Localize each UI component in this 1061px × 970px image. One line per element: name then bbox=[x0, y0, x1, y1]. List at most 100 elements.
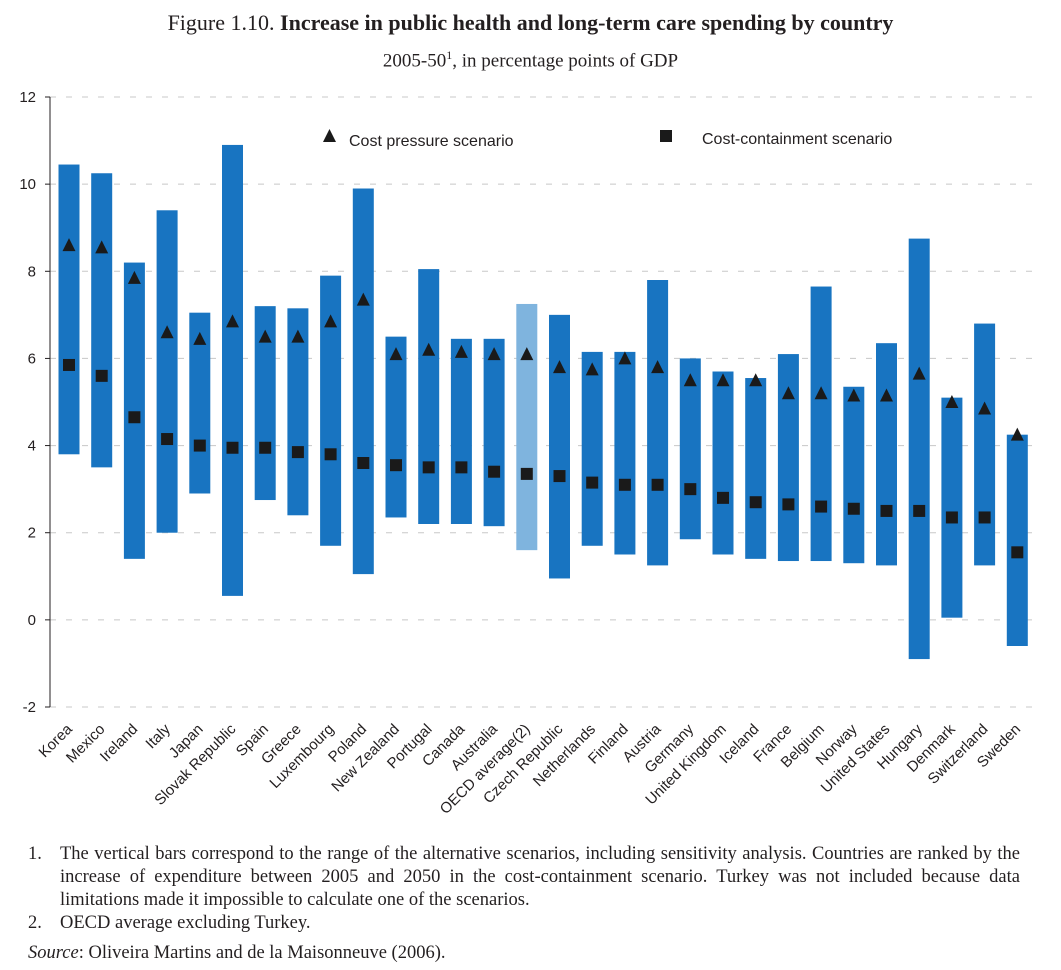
subtitle-footnote-ref: 1 bbox=[446, 48, 453, 62]
cost-pressure-marker bbox=[716, 373, 730, 387]
range-bar bbox=[58, 164, 80, 455]
range-bar bbox=[450, 338, 472, 524]
range-bar bbox=[1006, 434, 1028, 646]
range-bar bbox=[352, 188, 374, 575]
cost-containment-marker bbox=[324, 448, 337, 461]
footnotes: 1. The vertical bars correspond to the r… bbox=[28, 843, 1020, 935]
footnote-number: 2. bbox=[28, 913, 42, 933]
subtitle-rest: , in percentage points of GDP bbox=[452, 50, 679, 72]
range-bar bbox=[91, 173, 113, 468]
cost-pressure-marker bbox=[781, 386, 795, 400]
cost-containment-marker bbox=[618, 478, 631, 491]
cost-pressure-marker bbox=[454, 344, 468, 358]
cost-containment-marker bbox=[913, 504, 926, 517]
y-tick-label: -2 bbox=[23, 699, 36, 716]
range-bar bbox=[876, 343, 897, 566]
cost-containment-marker bbox=[128, 411, 141, 424]
cost-containment-marker bbox=[684, 483, 697, 496]
cost-containment-marker bbox=[520, 467, 533, 480]
y-tick-label: 10 bbox=[19, 176, 36, 193]
cost-containment-marker bbox=[945, 511, 958, 524]
x-category-label: Ireland bbox=[97, 721, 141, 765]
range-bar bbox=[156, 210, 178, 533]
cost-pressure-marker bbox=[127, 270, 141, 284]
cost-containment-marker bbox=[422, 461, 435, 474]
range-bar bbox=[810, 286, 832, 562]
cost-pressure-marker bbox=[258, 329, 272, 343]
range-bar bbox=[385, 336, 407, 518]
cost-containment-marker bbox=[782, 498, 795, 511]
cost-containment-marker bbox=[95, 369, 108, 382]
cost-pressure-marker bbox=[683, 373, 697, 387]
cost-pressure-marker bbox=[945, 395, 959, 408]
cost-containment-marker bbox=[63, 358, 75, 371]
y-tick-label: 8 bbox=[28, 263, 36, 280]
range-bar bbox=[516, 303, 538, 551]
cost-containment-marker bbox=[193, 439, 206, 452]
cost-pressure-marker bbox=[618, 351, 632, 365]
cost-pressure-marker bbox=[356, 292, 370, 306]
cost-containment-marker bbox=[455, 461, 468, 474]
cost-containment-marker bbox=[749, 496, 762, 509]
cost-containment-marker bbox=[291, 446, 304, 459]
source-line: Source: Oliveira Martins and de la Maiso… bbox=[28, 943, 446, 964]
figure-title: Figure 1.10. Increase in public health a… bbox=[0, 10, 1061, 36]
cost-pressure-marker bbox=[487, 347, 501, 361]
source-text: : Oliveira Martins and de la Maisonneuve… bbox=[78, 943, 446, 963]
range-bar bbox=[581, 351, 603, 546]
cost-pressure-marker bbox=[226, 314, 239, 328]
cost-containment-marker bbox=[390, 459, 402, 472]
legend-square-marker bbox=[660, 130, 672, 142]
y-tick-label: 4 bbox=[28, 438, 36, 455]
cost-containment-marker bbox=[717, 491, 729, 504]
range-bar bbox=[614, 351, 636, 555]
cost-pressure-marker bbox=[814, 386, 828, 400]
range-bar bbox=[123, 262, 145, 559]
figure-subtitle: 2005-501, in percentage points of GDP bbox=[0, 48, 1061, 72]
y-tick-label: 6 bbox=[28, 350, 36, 367]
cost-pressure-marker bbox=[651, 360, 665, 374]
cost-containment-marker bbox=[226, 441, 239, 454]
y-tick-label: 12 bbox=[19, 89, 36, 106]
cost-pressure-marker bbox=[389, 347, 403, 361]
footnote-text: The vertical bars correspond to the rang… bbox=[60, 844, 1020, 910]
cost-containment-marker bbox=[880, 504, 893, 517]
cost-pressure-marker bbox=[193, 331, 207, 345]
source-label: Source bbox=[28, 943, 79, 963]
cost-containment-marker bbox=[259, 441, 272, 454]
cost-pressure-marker bbox=[324, 314, 338, 328]
footnote-2: 2. OECD average excluding Turkey. bbox=[28, 912, 1020, 935]
cost-pressure-marker bbox=[553, 360, 566, 374]
range-bar bbox=[745, 378, 767, 559]
cost-containment-marker bbox=[847, 502, 860, 515]
range-bar bbox=[418, 269, 440, 524]
cost-pressure-marker bbox=[422, 342, 436, 356]
legend-cost-containment-label: Cost-containment scenario bbox=[702, 131, 892, 148]
cost-pressure-marker bbox=[880, 388, 893, 402]
cost-pressure-marker bbox=[749, 373, 763, 387]
legend-cost-pressure-label: Cost pressure scenario bbox=[349, 133, 514, 150]
cost-containment-marker bbox=[488, 465, 501, 478]
cost-containment-marker bbox=[978, 511, 991, 524]
cost-pressure-marker bbox=[978, 401, 992, 415]
range-bar bbox=[320, 275, 342, 546]
cost-pressure-marker bbox=[912, 366, 926, 380]
cost-pressure-marker bbox=[1010, 427, 1024, 441]
cost-pressure-marker bbox=[95, 240, 109, 254]
scenario-markers bbox=[62, 238, 1024, 559]
range-bar bbox=[647, 280, 669, 566]
legend-triangle-marker bbox=[323, 129, 336, 142]
figure-title-text: Increase in public health and long-term … bbox=[280, 10, 894, 35]
figure-label: Figure 1.10. bbox=[167, 10, 275, 35]
cost-containment-marker bbox=[161, 433, 174, 446]
footnote-number: 1. bbox=[28, 844, 42, 864]
cost-pressure-marker bbox=[62, 238, 76, 252]
range-bar bbox=[941, 397, 963, 618]
gridlines bbox=[50, 96, 1036, 708]
range-bar bbox=[974, 323, 996, 566]
range-bar bbox=[483, 338, 505, 527]
range-bar bbox=[777, 354, 799, 562]
cost-pressure-marker bbox=[847, 388, 861, 402]
